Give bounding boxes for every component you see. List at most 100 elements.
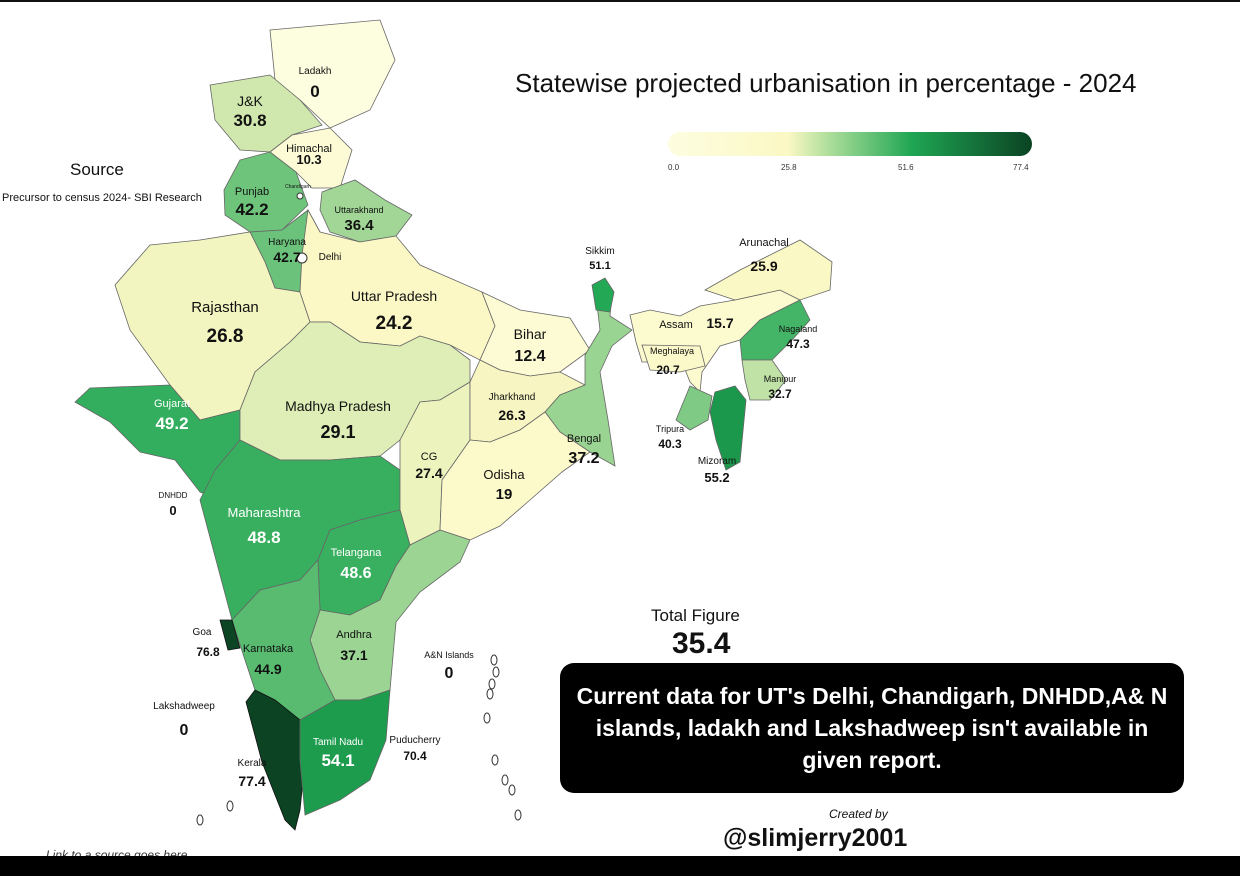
state-value-label: 20.7 [656,363,680,377]
state-name-label: Uttarakhand [334,205,383,215]
state-value-label: 26.3 [498,407,525,423]
state-value-label: 42.7 [273,249,300,265]
bottom-bar [0,856,1240,876]
state-name-label: Telangana [331,547,383,559]
color-scale-legend [668,132,1032,156]
island-region [491,754,499,766]
state-value-label: 0 [445,665,454,682]
state-value-label: 55.2 [704,470,729,485]
state-name-label: Rajasthan [191,299,259,316]
state-value-label: 12.4 [514,348,545,365]
state-value-label: 10.3 [296,152,321,167]
state-value-label: 0 [169,503,176,518]
source-title: Source [70,160,124,179]
state-region-tripura[interactable] [675,385,713,431]
state-region-bengal[interactable] [544,287,633,467]
state-value-label: 70.4 [403,749,427,763]
state-name-label: Tripura [656,424,684,434]
state-name-label: Delhi [319,252,342,263]
state-region-mizoram[interactable] [709,385,747,471]
state-value-label: 48.8 [247,528,280,547]
state-name-label: Ladakh [299,66,332,77]
state-name-label: Manipur [764,374,797,384]
state-name-label: Puducherry [389,735,440,746]
created-by-label: Created by [829,807,888,821]
state-name-label: Chandigarh [285,184,311,190]
state-name-label: Nagaland [779,324,818,334]
state-value-label: 37.1 [340,647,367,663]
island-region [486,688,494,700]
state-value-label: 24.2 [376,313,413,334]
state-value-label: 76.8 [196,645,220,659]
state-region-tn[interactable] [299,689,391,816]
state-name-label: Goa [193,627,212,638]
state-region-nagaland[interactable] [739,299,811,361]
state-value-label: 0 [310,82,319,101]
state-name-label: Haryana [268,237,306,248]
state-name-label: Maharashtra [228,505,302,520]
state-name-label: A&N Islands [424,650,474,660]
state-name-label: Bengal [567,433,601,445]
island-region [492,666,500,678]
author-handle: @slimjerry2001 [723,824,908,852]
state-region-goa[interactable] [219,619,241,651]
state-name-label: Jharkhand [489,392,536,403]
state-name-label: Assam [659,319,693,331]
state-name-label: Sikkim [585,246,614,257]
state-name-label: Kerala [238,758,267,769]
state-name-label: Madhya Pradesh [285,398,391,414]
legend-tick: 25.8 [781,163,797,172]
state-region-arunachal[interactable] [704,239,833,301]
state-region-kerala[interactable] [245,689,306,831]
state-name-label: DNHDD [159,491,188,500]
state-value-label: 47.3 [786,337,810,351]
state-value-label: 54.1 [321,751,354,770]
state-name-label: CG [421,451,438,463]
note-text: Current data for UT's Delhi, Chandigarh,… [576,683,1168,773]
state-name-label: Meghalaya [650,346,694,356]
island-region [483,712,491,724]
state-name-label: Bihar [514,326,547,342]
island-region [514,809,522,821]
state-value-label: 77.4 [238,773,265,789]
state-value-label: 40.3 [658,437,682,451]
island-region [488,678,496,690]
island-region [196,814,204,826]
ut-region-delhi[interactable] [296,252,308,264]
state-name-label: Odisha [483,467,525,482]
state-value-label: 32.7 [768,387,792,401]
state-name-label: Uttar Pradesh [351,288,437,304]
state-name-label: Gujarat [154,398,190,410]
state-value-label: 37.2 [568,450,599,467]
data-availability-note: Current data for UT's Delhi, Chandigarh,… [560,663,1184,793]
state-value-label: 51.1 [589,260,610,272]
state-name-label: Andhra [336,629,372,641]
island-region [490,654,498,666]
island-region [508,784,516,796]
state-region-himachal[interactable] [269,127,353,189]
state-value-label: 0 [180,722,189,739]
state-value-label: 44.9 [254,661,281,677]
state-value-label: 15.7 [706,315,733,331]
state-value-label: 30.8 [233,111,266,130]
state-region-manipur[interactable] [741,359,787,401]
state-value-label: 19 [496,486,513,503]
ut-region-chandigarh[interactable] [296,192,304,200]
state-value-label: 36.4 [344,217,374,234]
island-region [501,774,509,786]
state-name-label: Himachal [286,143,332,155]
state-value-label: 26.8 [207,326,244,347]
map-title: Statewise projected urbanisation in perc… [515,68,1137,98]
top-border [0,0,1240,2]
state-value-label: 25.9 [750,258,777,274]
state-region-sikkim[interactable] [591,277,615,313]
state-name-label: Mizoram [698,456,736,467]
legend-tick: 0.0 [668,163,680,172]
state-value-label: 27.4 [415,465,442,481]
state-value-label: 48.6 [340,565,371,582]
total-figure-label: Total Figure [651,606,740,625]
state-name-label: Punjab [235,186,269,198]
state-region-meghalaya[interactable] [641,344,706,373]
source-text: Precursor to census 2024- SBI Research [2,192,202,204]
